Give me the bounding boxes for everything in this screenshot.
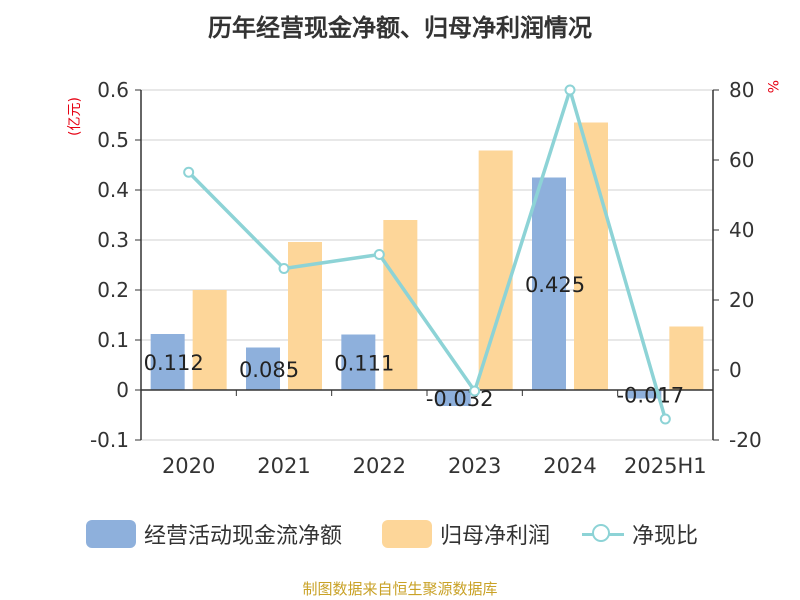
ratio-point-2022 [373,249,385,260]
legend-label-profit: 归母净利润 [440,524,551,549]
source-note: 制图数据来自恒生聚源数据库 [302,580,498,598]
x-tick-label: 2021 [257,454,310,478]
chart-title: 历年经营现金净额、归母净利润情况 [208,14,592,42]
y-left-tick-label: 0.2 [97,278,129,302]
y-left-tick-label: 0.3 [97,228,129,252]
legend-swatch-profit [382,520,432,548]
legend: 经营活动现金流净额 归母净利润 净现比 [0,516,800,552]
ratio-point-2024 [564,84,576,96]
y-right-tick-label: -20 [729,428,762,452]
legend-item-ratio[interactable]: 净现比 [582,516,698,552]
bar-profit-2022 [383,220,418,390]
y-right-tick-label: 60 [729,148,754,172]
bar-cashflow-2024 [532,177,566,390]
legend-item-profit[interactable]: 归母净利润 [382,516,550,552]
data-label-cashflow: 0.112 [144,351,204,375]
y-left-tick-label: 0.5 [97,128,129,152]
x-tick-label: 2020 [162,454,215,478]
legend-label-cashflow: 经营活动现金流净额 [144,524,343,549]
data-label-cashflow: 0.085 [239,358,299,382]
legend-label-ratio: 净现比 [632,524,699,549]
y-left-tick-label: 0.4 [97,178,129,202]
y-right-tick-label: 40 [729,218,754,242]
legend-swatch-cashflow [86,520,136,548]
y-left-tick-label: 0.1 [97,328,129,352]
ratio-point-2020 [183,166,195,178]
x-tick-label: 2022 [353,454,406,478]
data-label-cashflow: -0.032 [426,387,494,411]
ratio-point-2021 [278,263,290,274]
ratio-point-2023 [469,385,481,397]
y-left-tick-label: -0.1 [90,428,129,452]
bar-profit-2025H1 [669,326,704,390]
y-right-tick-label: 80 [729,78,754,102]
y-left-tick-label: 0 [116,378,129,402]
bar-cashflow-2023 [436,390,471,406]
bar-profit-2020 [192,290,227,390]
legend-item-cashflow[interactable]: 经营活动现金流净额 [86,516,342,552]
x-tick-label: 2025H1 [624,454,707,478]
x-tick-label: 2023 [448,454,501,478]
legend-line-marker-icon [582,520,624,548]
ratio-point-2025H1 [659,413,671,425]
data-label-cashflow: -0.017 [616,383,684,407]
y-right-tick-label: 20 [729,288,754,312]
data-label-cashflow: 0.425 [525,273,585,297]
data-label-cashflow: 0.111 [334,351,394,375]
bar-cashflow-2020 [150,334,185,390]
bar-cashflow-2025H1 [627,390,662,399]
x-tick-label: 2024 [543,454,596,478]
bar-profit-2023 [478,150,513,390]
bar-cashflow-2021 [246,347,280,390]
bar-cashflow-2022 [341,334,376,390]
ratio-line [187,83,668,420]
y-left-tick-label: 0.6 [97,78,129,102]
y-right-tick-label: 0 [729,358,742,382]
